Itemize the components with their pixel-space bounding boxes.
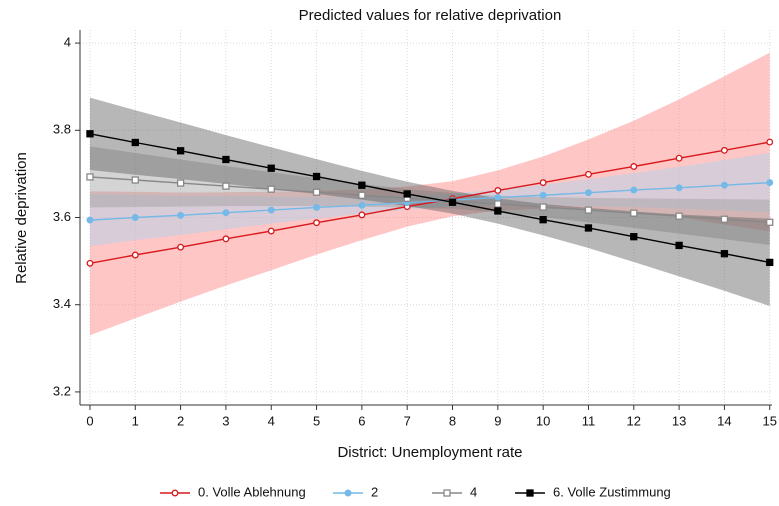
marker	[267, 185, 275, 193]
marker	[630, 186, 638, 194]
marker	[675, 241, 683, 250]
marker	[267, 164, 275, 172]
x-tick-label: 8	[449, 413, 456, 428]
y-tick-label: 3.2	[53, 383, 71, 398]
marker	[177, 243, 185, 251]
marker	[443, 489, 451, 497]
marker	[131, 251, 139, 259]
marker	[494, 187, 502, 194]
marker	[403, 190, 411, 198]
chart-title: Predicted values for relative deprivatio…	[299, 7, 562, 24]
marker	[222, 209, 230, 217]
marker	[176, 147, 185, 155]
marker	[171, 489, 179, 497]
x-tick-label: 10	[536, 413, 550, 428]
marker	[585, 170, 592, 178]
marker	[630, 209, 638, 217]
marker	[720, 146, 728, 154]
marker	[539, 191, 547, 199]
marker	[584, 206, 593, 214]
marker	[720, 181, 728, 189]
marker	[131, 176, 139, 184]
confidence-band	[89, 52, 770, 336]
x-tick-label: 12	[627, 413, 641, 428]
x-tick-label: 2	[177, 413, 184, 428]
y-tick-label: 3.4	[53, 296, 71, 311]
marker	[675, 184, 683, 192]
x-tick-label: 9	[494, 413, 501, 428]
marker	[630, 233, 638, 241]
x-tick-label: 1	[132, 413, 139, 428]
marker	[494, 200, 502, 208]
legend-label: 6. Volle Zustimmung	[553, 484, 671, 499]
marker	[267, 227, 275, 235]
marker	[313, 219, 321, 227]
marker	[358, 201, 366, 209]
marker	[494, 207, 502, 215]
legend-label: 0. Volle Ablehnung	[198, 484, 306, 499]
y-tick-label: 4	[64, 35, 71, 50]
marker	[766, 218, 774, 226]
marker	[526, 489, 534, 497]
marker	[358, 211, 366, 219]
x-tick-label: 13	[672, 413, 686, 428]
marker	[312, 172, 321, 181]
marker	[86, 259, 94, 267]
marker	[313, 204, 321, 211]
marker	[312, 188, 321, 196]
legend-label: 4	[470, 484, 477, 499]
x-tick-label: 4	[268, 413, 275, 428]
marker	[675, 154, 683, 162]
x-tick-label: 7	[404, 413, 411, 428]
confidence-band	[89, 146, 770, 245]
marker	[358, 181, 366, 189]
marker	[177, 211, 185, 219]
marker	[358, 191, 366, 199]
marker	[585, 189, 592, 197]
marker	[176, 179, 185, 187]
series-line	[89, 176, 770, 223]
marker	[675, 212, 683, 220]
marker	[267, 206, 275, 214]
x-tick-label: 0	[86, 413, 93, 428]
marker	[539, 216, 547, 224]
marker	[448, 198, 457, 206]
marker	[766, 138, 774, 146]
marker	[131, 138, 139, 147]
x-tick-label: 3	[222, 413, 229, 428]
marker	[539, 179, 547, 187]
marker	[86, 216, 94, 224]
marker	[766, 179, 774, 187]
series-line	[89, 141, 770, 264]
x-tick-label: 11	[582, 413, 596, 428]
marker	[131, 214, 139, 221]
x-axis-label: District: Unemployment rate	[337, 444, 522, 461]
marker	[222, 235, 230, 243]
x-tick-label: 5	[313, 413, 320, 428]
marker	[584, 224, 593, 232]
x-tick-label: 6	[358, 413, 365, 428]
marker	[539, 203, 547, 211]
marker	[222, 182, 230, 190]
y-tick-label: 3.6	[53, 209, 71, 224]
legend-label: 2	[371, 484, 378, 499]
marker	[766, 258, 774, 267]
marker	[720, 250, 729, 258]
x-tick-label: 14	[717, 413, 731, 428]
series-line	[89, 133, 770, 264]
marker	[86, 130, 94, 138]
y-tick-label: 3.8	[53, 122, 71, 137]
marker	[720, 215, 729, 223]
series-line	[89, 181, 770, 221]
marker	[630, 163, 638, 170]
marker	[86, 173, 94, 181]
marker	[222, 155, 230, 164]
x-tick-label: 15	[762, 413, 776, 428]
legend: 0. Volle Ablehnung 2 4 6. Volle Zustimmung	[160, 484, 671, 499]
marker	[344, 489, 352, 497]
y-axis-label: Relative deprivation	[13, 152, 30, 284]
marker	[494, 193, 502, 201]
